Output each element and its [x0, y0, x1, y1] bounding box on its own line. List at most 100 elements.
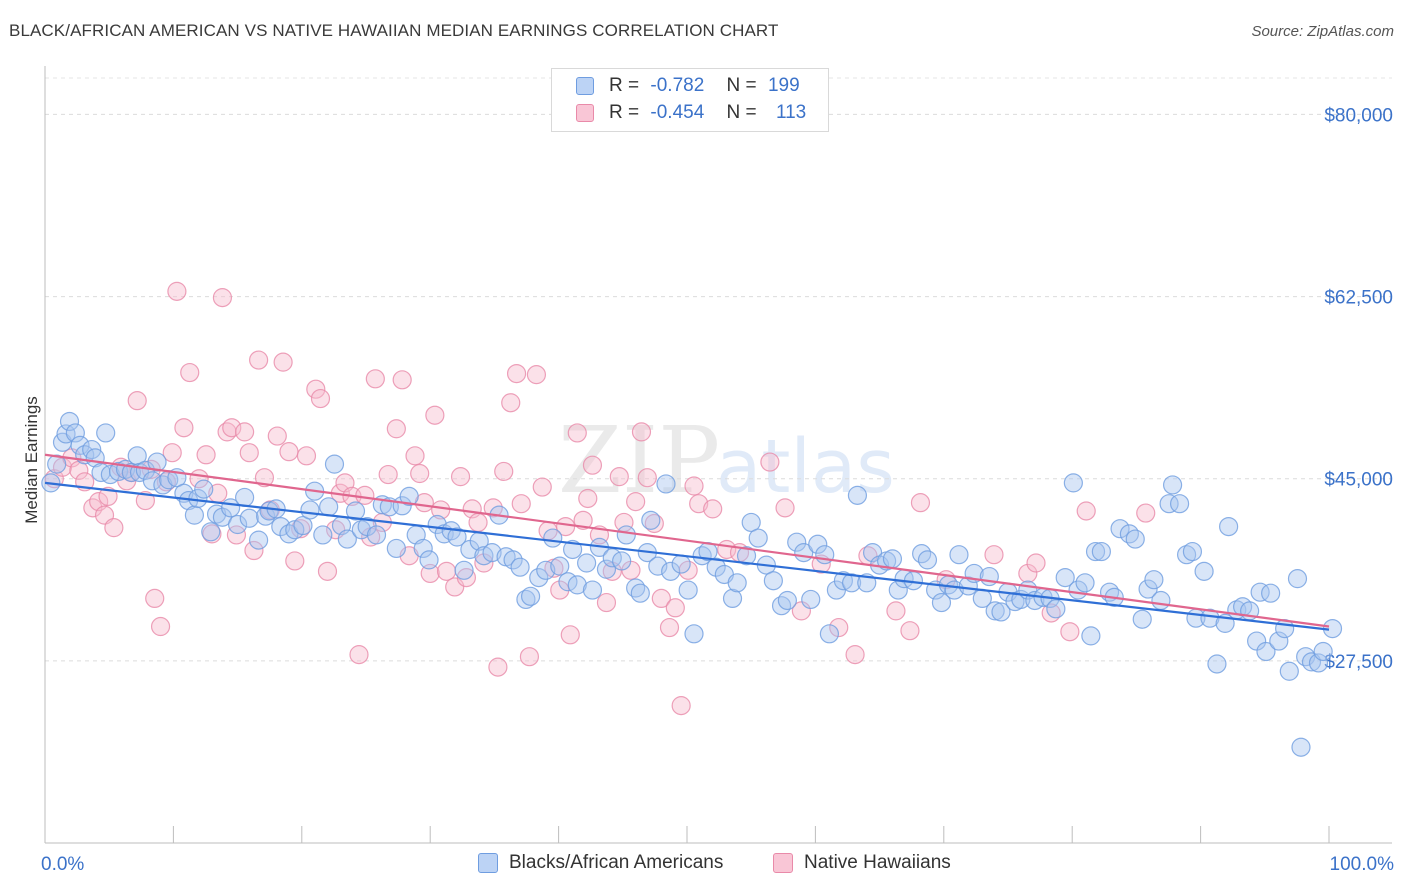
- blacks-point: [1176, 545, 1197, 565]
- blacks-point: [801, 589, 821, 610]
- blacks-point: [1200, 608, 1220, 628]
- blacks-trend-line: [44, 481, 1330, 631]
- chart-title: BLACK/AFRICAN AMERICAN VS NATIVE HAWAIIA…: [9, 21, 779, 40]
- blacks-point: [1151, 590, 1171, 611]
- hawaiians-point: [386, 419, 406, 439]
- blacks-point: [661, 561, 681, 581]
- blacks-point: [771, 596, 792, 616]
- blacks-point: [1308, 653, 1329, 673]
- blacks-point: [447, 527, 467, 547]
- hawaiians-point: [578, 488, 598, 509]
- blacks-point: [1182, 541, 1203, 562]
- hawaiians-point: [425, 405, 445, 425]
- blacks-point: [648, 556, 668, 576]
- hawaiians-point: [494, 461, 514, 482]
- blacks-point: [567, 575, 587, 595]
- blacks-point: [319, 497, 339, 517]
- blacks-point: [1279, 661, 1299, 681]
- blacks-point: [1169, 494, 1190, 514]
- blacks-point: [96, 423, 116, 443]
- blacks-point: [1291, 737, 1311, 757]
- blacks-point: [958, 576, 978, 596]
- hawaiians-point: [306, 379, 326, 399]
- hawaiians-point: [550, 580, 570, 600]
- hawaiians-point: [651, 588, 671, 609]
- blacks-point: [563, 539, 583, 560]
- blacks-point: [228, 514, 248, 535]
- hawaiians-point: [410, 463, 430, 484]
- blacks-point: [1110, 519, 1130, 539]
- blacks-point: [1046, 599, 1066, 619]
- blacks-point: [351, 520, 371, 540]
- x-tick-label-max: 100.0%: [1330, 854, 1395, 875]
- blacks-point: [931, 592, 952, 613]
- hawaiians-point: [98, 486, 118, 507]
- stats-legend: R = -0.782 N = 199 R = -0.454 N = 113: [551, 68, 829, 132]
- hawaiians-point: [127, 391, 147, 411]
- blacks-point: [1207, 654, 1227, 674]
- y-tick-label: $27,500: [1324, 652, 1393, 673]
- blacks-point: [1256, 641, 1276, 662]
- blacks-point: [235, 487, 255, 508]
- blacks-point: [239, 508, 259, 528]
- blacks-point: [1219, 516, 1239, 537]
- blacks-point: [596, 559, 617, 579]
- blacks-point: [249, 530, 269, 550]
- blacks-point: [259, 501, 279, 521]
- blacks-point: [763, 571, 783, 591]
- hawaiians-point: [1026, 553, 1046, 573]
- hawaiians-point: [310, 388, 331, 409]
- blacks-point: [313, 525, 333, 545]
- hawaiians-point: [845, 645, 865, 665]
- hawaiians-point: [567, 423, 587, 443]
- blacks-point: [671, 554, 691, 574]
- blacks-point: [1085, 541, 1106, 562]
- blacks-point: [399, 486, 419, 507]
- hawaiians-point: [582, 455, 603, 475]
- hawaiians-point: [222, 418, 242, 438]
- hawaiians-point: [596, 592, 617, 613]
- hawaiians-point: [104, 518, 124, 538]
- blacks-swatch: [576, 77, 594, 95]
- blacks-point: [194, 479, 214, 499]
- blacks-point: [337, 529, 357, 549]
- hawaiians-point: [196, 445, 216, 465]
- blacks-point: [847, 485, 868, 505]
- source-credit: Source: ZipAtlas.com: [1251, 23, 1394, 40]
- blacks-point: [1250, 582, 1270, 602]
- blacks-point: [748, 528, 768, 548]
- blacks-point: [917, 550, 938, 570]
- blacks-point: [454, 560, 474, 580]
- blacks-point: [616, 525, 636, 545]
- y-axis-label: Median Earnings: [22, 396, 41, 524]
- hawaiians-point: [267, 426, 287, 446]
- blacks-point: [862, 543, 883, 563]
- hawaiians-point: [511, 494, 531, 514]
- blacks-point: [1138, 579, 1158, 599]
- blacks-point: [787, 532, 807, 552]
- blacks-point: [1075, 573, 1095, 593]
- hawaiians-point: [235, 422, 255, 442]
- blacks-point: [630, 583, 650, 603]
- blacks-point: [510, 557, 530, 577]
- hawaiians-point: [519, 647, 540, 667]
- blacks-point: [324, 454, 345, 474]
- blacks-point: [985, 601, 1005, 621]
- blacks-point: [777, 590, 797, 611]
- blacks-point: [529, 567, 549, 588]
- blacks-point: [1132, 609, 1152, 629]
- blacks-point: [206, 504, 227, 524]
- hawaiians-point: [900, 621, 920, 641]
- blacks-point: [543, 528, 563, 548]
- hawaiians-point: [145, 588, 165, 609]
- blacks-point: [1261, 583, 1281, 603]
- y-tick-label: $45,000: [1324, 470, 1393, 491]
- blacks-point: [1091, 541, 1111, 562]
- blacks-point: [47, 454, 67, 474]
- hawaiians-point: [631, 422, 652, 442]
- hawaiians-point: [703, 499, 723, 519]
- hawaiians-point: [174, 418, 194, 438]
- r-value-blacks: -0.782: [650, 75, 705, 96]
- hawaiians-point: [212, 288, 233, 308]
